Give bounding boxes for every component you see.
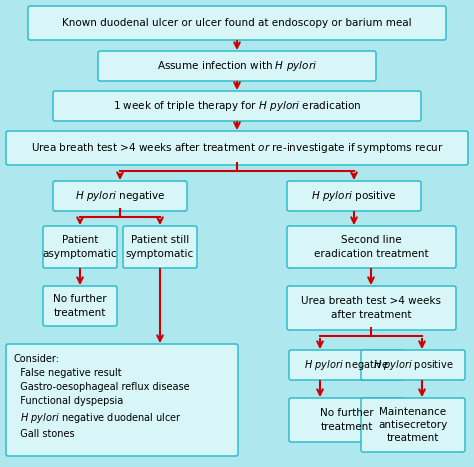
Text: 1 week of triple therapy for $\it{H\ pylori}$ eradication: 1 week of triple therapy for $\it{H\ pyl…	[113, 99, 361, 113]
FancyBboxPatch shape	[43, 286, 117, 326]
FancyBboxPatch shape	[6, 344, 238, 456]
Text: $\it{H\ pylori}$ negative: $\it{H\ pylori}$ negative	[75, 189, 165, 203]
Text: $\it{H\ pylori}$ positive: $\it{H\ pylori}$ positive	[311, 189, 397, 203]
FancyBboxPatch shape	[289, 398, 405, 442]
FancyBboxPatch shape	[28, 6, 446, 40]
Text: Consider:
  False negative result
  Gastro-oesophageal reflux disease
  Function: Consider: False negative result Gastro-o…	[14, 354, 190, 439]
FancyBboxPatch shape	[287, 286, 456, 330]
FancyBboxPatch shape	[287, 181, 421, 211]
Text: No further
treatment: No further treatment	[320, 409, 374, 432]
FancyBboxPatch shape	[123, 226, 197, 268]
Text: Assume infection with $\it{H\ pylori}$: Assume infection with $\it{H\ pylori}$	[157, 59, 317, 73]
Text: Urea breath test >4 weeks after treatment $\it{or}$ re-investigate if symptoms r: Urea breath test >4 weeks after treatmen…	[31, 141, 443, 155]
Text: $\it{H\ pylori}$ positive: $\it{H\ pylori}$ positive	[373, 358, 453, 372]
Text: Urea breath test >4 weeks
after treatment: Urea breath test >4 weeks after treatmen…	[301, 297, 441, 319]
Text: $\it{H\ pylori}$ negative: $\it{H\ pylori}$ negative	[304, 358, 390, 372]
FancyBboxPatch shape	[289, 350, 405, 380]
Text: Maintenance
antisecretory
treatment: Maintenance antisecretory treatment	[378, 407, 447, 443]
FancyBboxPatch shape	[361, 350, 465, 380]
FancyBboxPatch shape	[6, 131, 468, 165]
FancyBboxPatch shape	[287, 226, 456, 268]
Text: Patient
asymptomatic: Patient asymptomatic	[43, 235, 117, 259]
FancyBboxPatch shape	[361, 398, 465, 452]
FancyBboxPatch shape	[98, 51, 376, 81]
FancyBboxPatch shape	[53, 91, 421, 121]
Text: Patient still
symptomatic: Patient still symptomatic	[126, 235, 194, 259]
Text: No further
treatment: No further treatment	[53, 294, 107, 318]
FancyBboxPatch shape	[43, 226, 117, 268]
FancyBboxPatch shape	[53, 181, 187, 211]
Text: Second line
eradication treatment: Second line eradication treatment	[314, 235, 429, 259]
Text: Known duodenal ulcer or ulcer found at endoscopy or barium meal: Known duodenal ulcer or ulcer found at e…	[62, 18, 412, 28]
